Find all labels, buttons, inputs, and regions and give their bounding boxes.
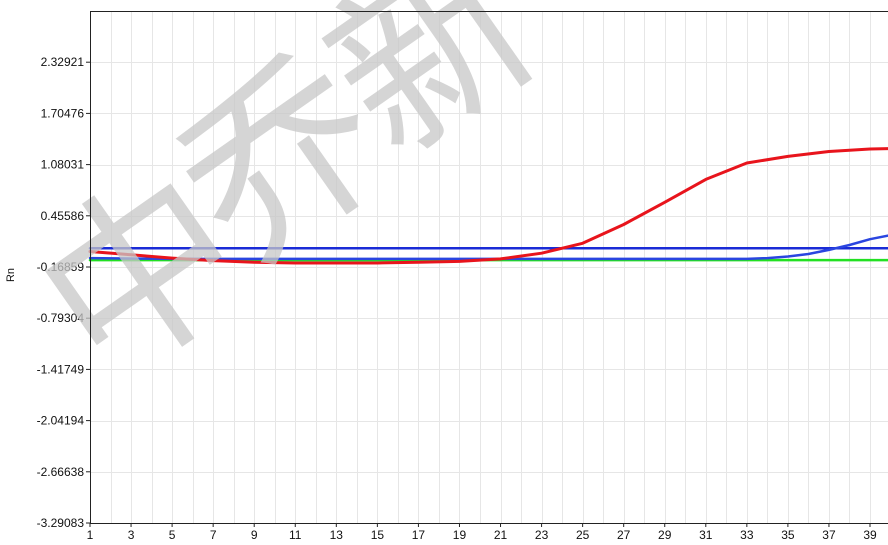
- x-tick-label: 7: [210, 528, 217, 542]
- x-tick-label: 39: [863, 528, 877, 542]
- x-tick-label: 19: [453, 528, 467, 542]
- x-tick-label: 37: [822, 528, 836, 542]
- x-tick-label: 35: [781, 528, 795, 542]
- x-tick-label: 33: [740, 528, 754, 542]
- x-tick-label: 17: [412, 528, 426, 542]
- x-tick-label: 3: [128, 528, 135, 542]
- x-tick-labels: 1 3 5 7 9 11 13 15 17 19 21 23 25 27 29 31 33 35 37 39: [87, 523, 877, 542]
- y-tick-label: 2.32921: [41, 55, 85, 69]
- x-tick-label: 29: [658, 528, 672, 542]
- x-tick-label: 27: [617, 528, 631, 542]
- y-tick-label: 0.45586: [41, 209, 85, 223]
- y-tick-label: 1.08031: [41, 158, 85, 172]
- x-tick-label: 5: [169, 528, 176, 542]
- y-tick-label: 1.70476: [41, 106, 85, 120]
- series-line-2: [88, 234, 888, 261]
- x-tick-label: 25: [576, 528, 590, 542]
- y-tick-labels: 2.32921 1.70476 1.08031 0.45586 -0.16859 -0.7…: [37, 55, 90, 530]
- x-tick-label: 11: [289, 528, 302, 542]
- y-tick-label: -2.04194: [37, 414, 85, 428]
- series-line-0: [88, 147, 888, 265]
- x-tick-label: 15: [371, 528, 385, 542]
- y-tick-label: -3.29083: [37, 516, 85, 530]
- x-tick-label: 31: [699, 528, 713, 542]
- x-tick-label: 9: [251, 528, 258, 542]
- watermark: 中乔新: [1, 0, 573, 421]
- x-tick-label: 23: [535, 528, 549, 542]
- grid: [90, 11, 888, 524]
- y-tick-label: -1.41749: [37, 362, 85, 376]
- y-tick-label: -2.66638: [37, 465, 85, 479]
- y-tick-label: -0.79304: [37, 311, 85, 325]
- x-tick-label: 13: [330, 528, 344, 542]
- y-tick-label: -0.16859: [37, 260, 85, 274]
- y-axis-label: Rn: [5, 268, 17, 282]
- x-tick-label: 1: [87, 528, 94, 542]
- series-lines: [88, 147, 888, 265]
- x-tick-label: 21: [494, 528, 508, 542]
